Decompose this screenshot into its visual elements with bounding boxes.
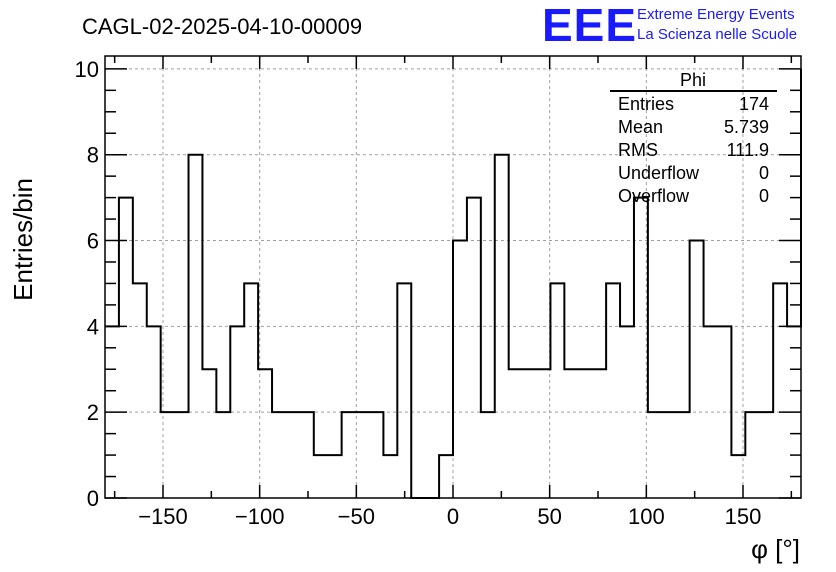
x-tick-labels: −150 −100 −50 0 50 100 150	[138, 504, 761, 529]
histogram-outline	[105, 68, 802, 499]
x-tick-label: −100	[235, 504, 285, 529]
stats-row-label: Underflow	[618, 163, 700, 183]
logo-mark: EEE	[542, 0, 637, 51]
y-tick-label: 6	[87, 229, 99, 254]
logo-line-1: Extreme Energy Events	[637, 6, 795, 23]
stats-rows: Entries 174 Mean 5.739 RMS 111.9 Underflow 0 Ove…	[618, 94, 769, 206]
eee-logo: EEE Extreme Energy Events La Scienza nel…	[542, 0, 797, 51]
stats-row-label: Overflow	[618, 186, 690, 206]
x-axis-title: φ [°]	[751, 534, 800, 564]
axis-ticks	[105, 56, 801, 499]
stats-row-value: 0	[759, 163, 769, 183]
stats-title: Phi	[680, 70, 706, 90]
stats-row-value: 111.9	[727, 140, 769, 160]
stats-row-label: Mean	[618, 117, 663, 137]
x-tick-label: 50	[537, 504, 561, 529]
stats-row-value: 5.739	[724, 117, 769, 137]
stats-row-label: RMS	[618, 140, 658, 160]
chart-title: CAGL-02-2025-04-10-00009	[82, 14, 362, 39]
y-tick-label: 10	[75, 57, 99, 82]
stats-row-value: 0	[759, 186, 769, 206]
x-tick-label: −50	[338, 504, 375, 529]
y-tick-labels: 0 2 4 6 8 10	[75, 57, 99, 511]
y-tick-label: 0	[87, 486, 99, 511]
stats-row-label: Entries	[618, 94, 674, 114]
stats-box: Phi Entries 174 Mean 5.739 RMS 111.9 Underflow…	[610, 70, 777, 206]
y-tick-label: 8	[87, 143, 99, 168]
y-tick-label: 4	[87, 314, 99, 339]
y-tick-label: 2	[87, 400, 99, 425]
stats-row-value: 174	[739, 94, 769, 114]
x-tick-label: −150	[138, 504, 188, 529]
x-tick-label: 150	[725, 504, 762, 529]
x-tick-label: 0	[447, 504, 459, 529]
logo-line-2: La Scienza nelle Scuole	[637, 26, 797, 43]
x-tick-label: 100	[628, 504, 665, 529]
y-axis-title: Entries/bin	[8, 178, 38, 301]
